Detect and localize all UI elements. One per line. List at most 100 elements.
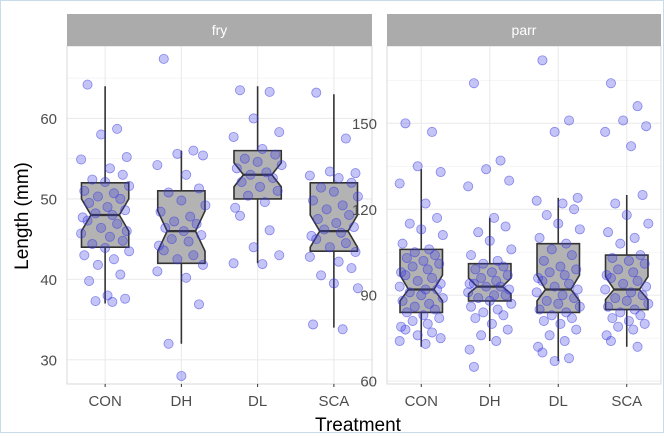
data-point xyxy=(541,209,552,220)
data-point xyxy=(641,121,652,132)
data-point xyxy=(635,250,646,261)
data-point xyxy=(607,313,618,324)
data-point xyxy=(308,319,319,330)
data-point xyxy=(473,227,484,238)
data-point xyxy=(613,264,624,275)
data-point xyxy=(239,153,250,164)
data-point xyxy=(235,210,246,221)
data-point xyxy=(324,166,335,177)
data-point xyxy=(468,278,479,289)
data-point xyxy=(336,227,347,238)
box-SCA xyxy=(604,254,649,311)
data-point xyxy=(637,290,648,301)
data-point xyxy=(108,188,119,199)
data-point xyxy=(331,218,342,229)
data-point xyxy=(104,231,115,242)
data-point xyxy=(466,250,477,261)
data-point xyxy=(304,170,315,181)
data-point xyxy=(158,245,169,256)
data-point xyxy=(566,313,577,324)
data-point xyxy=(632,341,643,352)
data-point xyxy=(79,250,90,261)
data-point xyxy=(544,267,555,278)
data-point xyxy=(100,177,111,188)
y-tick-label: 60 xyxy=(360,374,377,391)
data-point xyxy=(397,295,408,306)
data-point xyxy=(102,201,113,212)
data-point xyxy=(90,208,101,219)
data-point xyxy=(435,278,446,289)
data-point xyxy=(337,324,348,335)
data-point xyxy=(538,255,549,266)
data-point xyxy=(466,301,477,312)
data-point xyxy=(272,185,283,196)
data-point xyxy=(632,275,643,286)
data-point xyxy=(610,293,621,304)
data-point xyxy=(328,278,339,289)
data-point xyxy=(502,324,513,335)
data-point xyxy=(84,275,95,286)
data-point xyxy=(639,258,650,269)
data-point xyxy=(544,330,555,341)
data-point xyxy=(502,270,513,281)
x-tick-label: DL xyxy=(248,393,267,410)
data-point xyxy=(163,187,174,198)
data-point xyxy=(559,270,570,281)
data-point xyxy=(427,126,438,137)
data-point xyxy=(473,293,484,304)
data-point xyxy=(574,301,585,312)
data-point xyxy=(276,160,287,171)
data-point xyxy=(635,310,646,321)
data-point xyxy=(571,264,582,275)
data-point xyxy=(197,259,208,270)
data-point xyxy=(618,278,629,289)
data-point xyxy=(87,238,98,249)
data-point xyxy=(566,250,577,261)
data-point xyxy=(422,264,433,275)
data-point xyxy=(340,133,351,144)
data-point xyxy=(600,126,611,137)
data-point xyxy=(166,234,177,245)
data-point xyxy=(337,200,348,211)
data-point xyxy=(311,87,322,98)
data-point xyxy=(404,218,415,229)
data-point xyxy=(613,321,624,332)
data-point xyxy=(409,301,420,312)
data-point xyxy=(463,181,474,192)
data-point xyxy=(610,198,621,209)
data-point xyxy=(261,167,272,178)
data-point xyxy=(555,318,566,329)
data-point xyxy=(549,281,560,292)
data-point xyxy=(188,250,199,261)
data-point xyxy=(407,315,418,326)
x-tick-label: DH xyxy=(479,393,501,410)
data-point xyxy=(600,284,611,295)
data-point xyxy=(564,115,575,126)
data-point xyxy=(316,270,327,281)
data-point xyxy=(486,318,497,329)
data-point xyxy=(87,174,98,185)
data-point xyxy=(321,204,332,215)
data-point xyxy=(427,273,438,284)
data-point xyxy=(574,224,585,235)
data-point xyxy=(267,172,278,183)
data-point xyxy=(115,193,126,204)
x-tick-label: CON xyxy=(405,393,438,410)
data-point xyxy=(160,222,171,233)
data-point xyxy=(420,198,431,209)
box-DL xyxy=(536,242,581,314)
data-point xyxy=(418,255,429,266)
data-point xyxy=(76,154,87,165)
data-point xyxy=(409,247,420,258)
data-point xyxy=(569,204,580,215)
data-point xyxy=(605,273,616,284)
data-point xyxy=(470,313,481,324)
data-point xyxy=(538,315,549,326)
data-point xyxy=(564,353,575,364)
data-point xyxy=(478,258,489,269)
data-point xyxy=(172,148,183,159)
data-point xyxy=(537,55,548,66)
data-point xyxy=(643,298,654,309)
data-point xyxy=(121,226,132,237)
data-point xyxy=(169,216,180,227)
